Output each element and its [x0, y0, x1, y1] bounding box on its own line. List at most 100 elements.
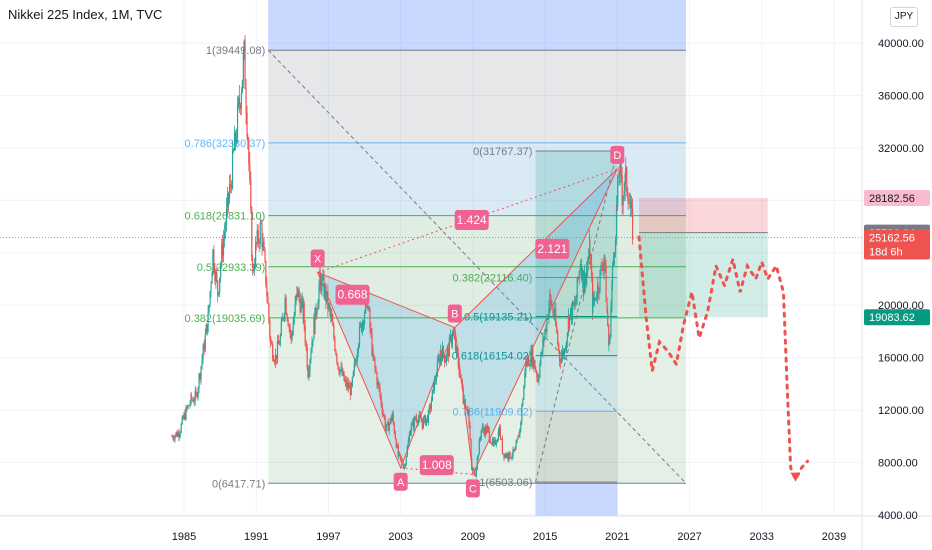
candle-body: [379, 387, 381, 396]
candle-body: [631, 208, 634, 240]
candle-body: [547, 317, 549, 320]
candle-body: [261, 223, 263, 247]
candle-body: [392, 413, 394, 423]
y-tick-label: 8000.00: [878, 458, 918, 470]
candle-body: [189, 403, 191, 406]
candle-body: [570, 308, 573, 321]
candle-body: [611, 283, 613, 307]
candle-body: [470, 439, 472, 458]
point-label: B: [451, 309, 458, 321]
candle-body: [416, 421, 418, 424]
candle-body: [337, 365, 339, 370]
ratio-label-bg: [419, 455, 454, 476]
y-tick-label: 4000.00: [878, 510, 918, 522]
candle-body: [522, 399, 524, 406]
candle-body: [526, 361, 528, 365]
candle-body: [204, 334, 206, 351]
candle-body: [283, 314, 285, 319]
candle-body: [584, 273, 586, 292]
currency-button[interactable]: JPY: [890, 7, 918, 27]
candle-body: [229, 184, 232, 185]
candle-body: [280, 321, 282, 336]
candle-body: [494, 439, 496, 445]
candle-body: [378, 381, 380, 388]
candle-body: [447, 348, 450, 357]
candle-body: [225, 207, 228, 226]
candle-body: [221, 243, 223, 265]
candle-body: [342, 371, 344, 376]
candle-body: [424, 415, 426, 426]
candle-body: [268, 303, 270, 321]
candle-body: [371, 333, 373, 355]
candle-body: [401, 459, 403, 465]
candle-body: [582, 270, 584, 280]
x-tick-label: 2015: [533, 531, 557, 543]
candle-body: [276, 340, 279, 360]
candle-body: [374, 358, 376, 368]
candle-body: [514, 449, 516, 450]
candle-body: [427, 410, 429, 423]
point-label-bg: [447, 304, 462, 323]
candle-body: [597, 283, 599, 294]
candle-body: [481, 426, 483, 430]
x-tick-label: 2021: [605, 531, 629, 543]
candle-body: [226, 193, 229, 208]
candle-body: [307, 367, 309, 378]
candle-body: [265, 261, 267, 285]
candle-body: [413, 417, 415, 428]
candle-body: [417, 419, 419, 424]
candle-body: [368, 306, 370, 310]
candle-body: [202, 352, 204, 360]
candle-body: [575, 297, 577, 306]
candle-body: [533, 359, 535, 368]
candle-body: [625, 167, 627, 175]
candle-body: [182, 416, 184, 419]
price-tag-bg: [864, 229, 930, 260]
point-label: C: [469, 483, 477, 495]
candle-body: [302, 303, 304, 318]
candle-body: [482, 426, 484, 430]
candle-body: [530, 350, 532, 366]
fib-level-label: 0.618(26831.10): [185, 211, 266, 223]
candle-body: [399, 454, 401, 458]
candle-body: [237, 97, 240, 105]
ratio-label: 0.668: [338, 288, 368, 302]
candle-body: [184, 413, 186, 420]
candle-body: [208, 304, 210, 312]
candle-body: [354, 361, 356, 364]
candle-body: [491, 439, 493, 444]
candle-body: [325, 285, 327, 302]
candle-body: [382, 413, 384, 415]
candle-body: [271, 343, 273, 345]
candle-body: [193, 401, 195, 403]
candle-body: [312, 339, 314, 343]
candle-body: [534, 359, 536, 370]
candle-body: [178, 436, 180, 438]
y-tick-label: 32000.00: [878, 143, 924, 155]
candle-body: [273, 358, 275, 362]
candle-body: [560, 355, 563, 363]
candle-body: [264, 250, 266, 262]
candle-body: [630, 201, 633, 209]
candle-body: [467, 409, 469, 412]
candle-body: [421, 423, 423, 429]
candle-body: [462, 389, 464, 402]
y-tick-label: 12000.00: [878, 405, 924, 417]
candle-body: [507, 453, 509, 460]
x-tick-label: 2009: [461, 531, 485, 543]
candle-body: [501, 438, 503, 453]
candle-body: [285, 297, 287, 314]
candle-body: [242, 54, 244, 81]
ratio-label: 2.121: [537, 242, 567, 256]
candle-body: [406, 446, 408, 457]
candle-body: [497, 431, 499, 440]
fib-level-label: 0.382(19035.69): [185, 313, 266, 325]
candle-body: [568, 314, 571, 328]
candle-body: [432, 383, 434, 390]
candle-body: [348, 385, 350, 389]
candle-body: [551, 304, 553, 307]
candle-body: [514, 449, 516, 451]
candle-body: [564, 349, 566, 351]
candle-body: [334, 338, 336, 351]
